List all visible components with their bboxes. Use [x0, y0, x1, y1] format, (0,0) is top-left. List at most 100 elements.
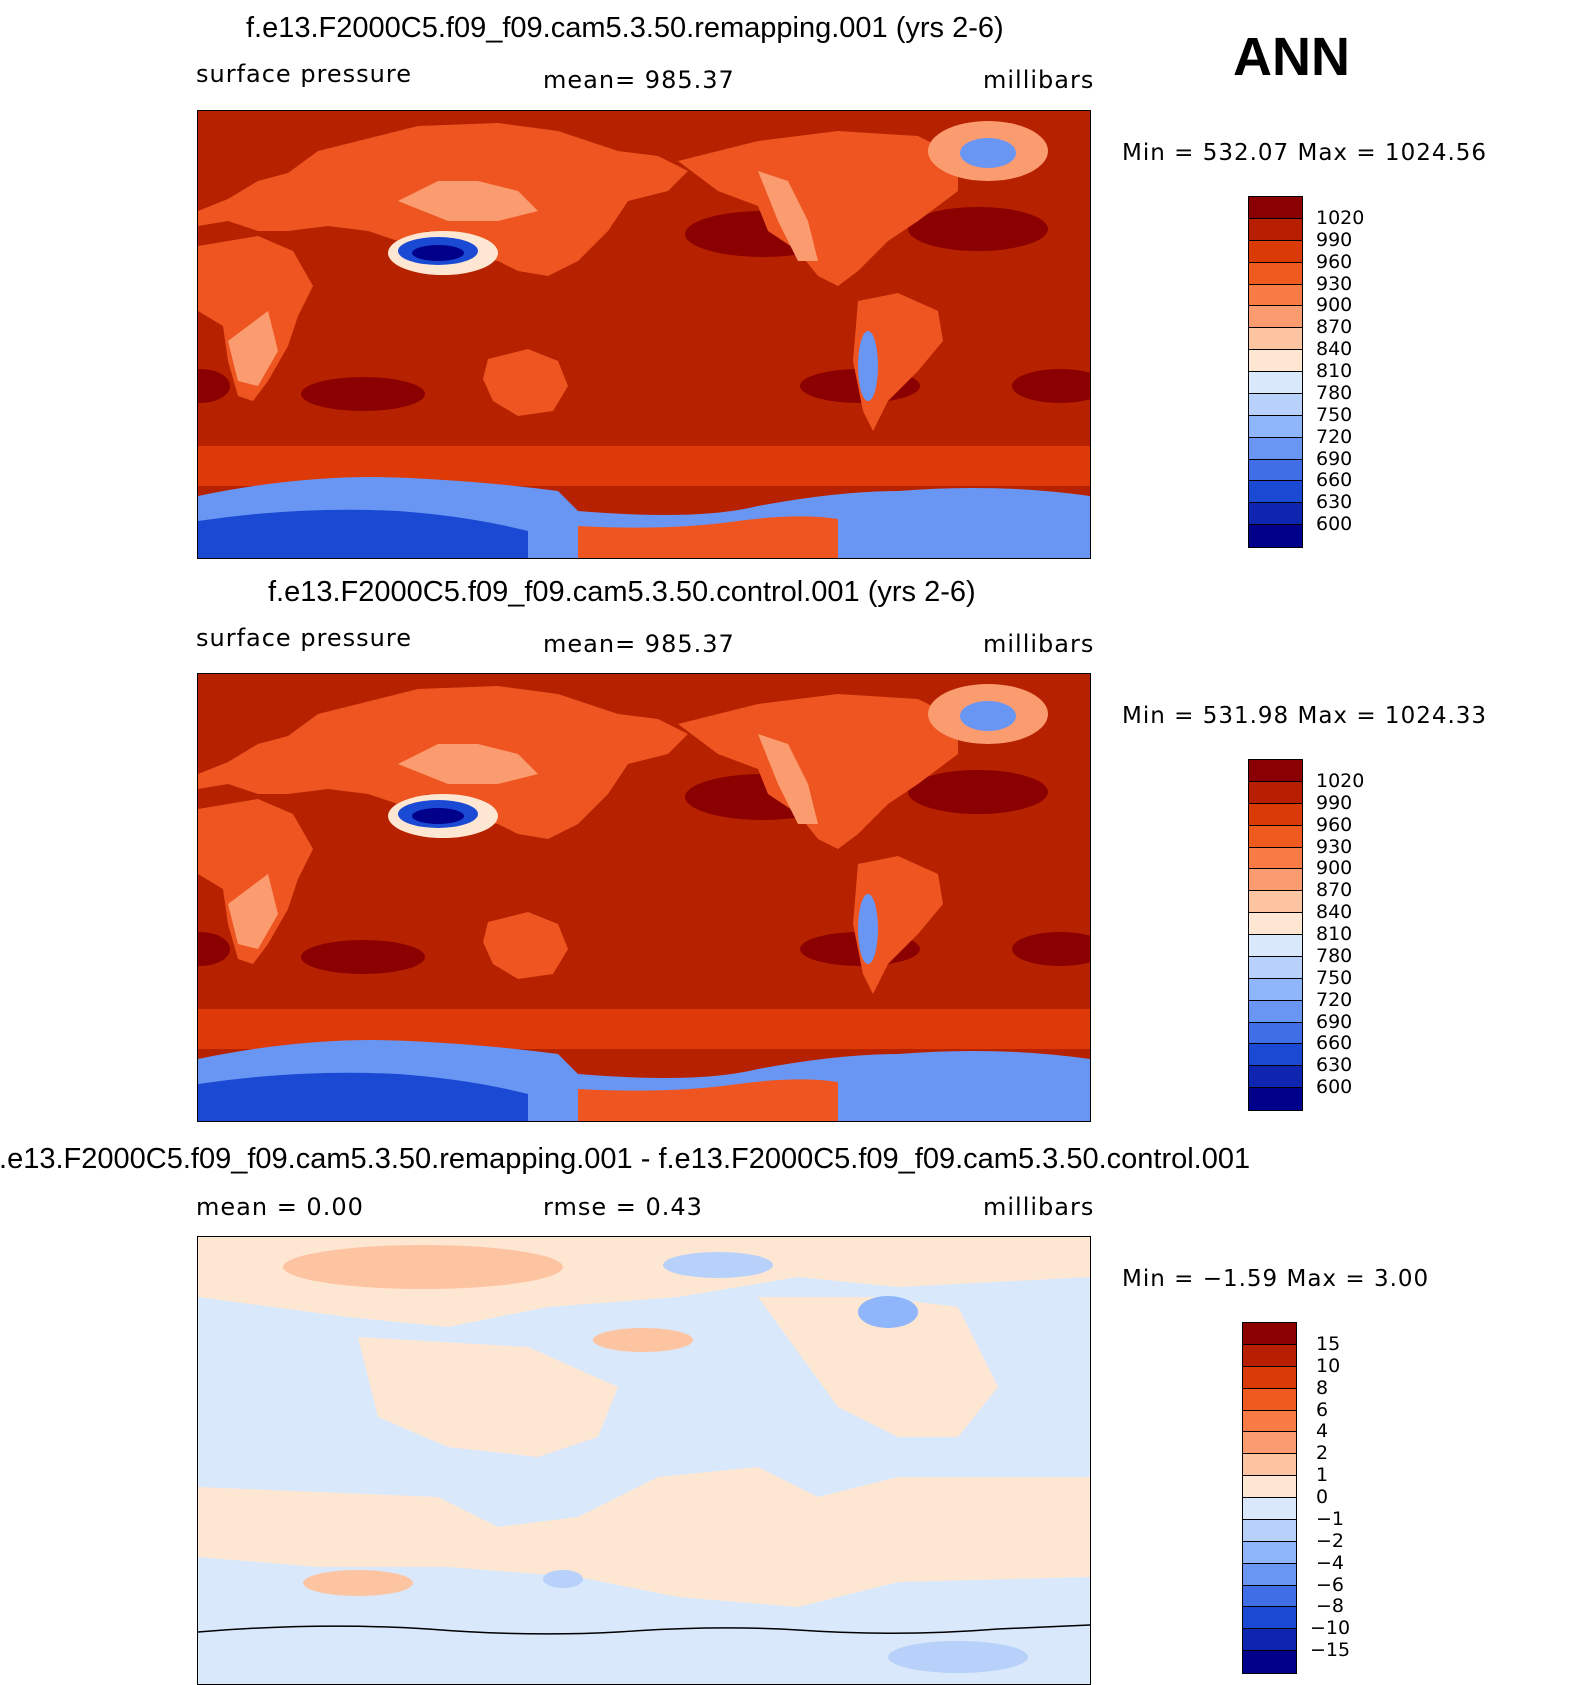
colorbar-swatch	[1249, 1088, 1302, 1110]
colorbar-tick-label: 930	[1316, 272, 1353, 295]
colorbar-tick-label: 960	[1316, 250, 1353, 273]
panel-1-map	[197, 110, 1091, 559]
colorbar-swatch	[1249, 803, 1302, 826]
positive-region-americas	[758, 1297, 998, 1437]
negative-center-tasman	[543, 1570, 583, 1588]
colorbar-tick-label: 990	[1316, 228, 1353, 251]
panel-2-units-label: millibars	[983, 630, 1095, 658]
colorbar-tick-label: 810	[1316, 923, 1353, 945]
colorbar-tick-label: 0	[1316, 1486, 1329, 1508]
panel-2-colorbar	[1248, 759, 1303, 1111]
colorbar-tick-label: 840	[1316, 338, 1353, 361]
colorbar-tick-label: 840	[1316, 901, 1353, 924]
north-atlantic-high	[908, 207, 1048, 251]
colorbar-tick-label: 600	[1316, 513, 1353, 536]
antarctica-land-east	[578, 516, 838, 558]
negative-center-arctic	[663, 1252, 773, 1278]
colorbar-tick-label: 780	[1316, 944, 1353, 967]
south-atlantic-high-west	[198, 369, 230, 403]
negative-center-antarctic	[888, 1641, 1028, 1673]
colorbar-tick-label: 1	[1316, 1464, 1329, 1487]
colorbar-swatch	[1249, 1044, 1302, 1067]
positive-center-south-indian	[303, 1570, 413, 1596]
colorbar-swatch	[1249, 459, 1302, 482]
colorbar-tick-label: 2	[1316, 1442, 1329, 1465]
colorbar-swatch	[1249, 913, 1302, 935]
colorbar-tick-label: −1	[1316, 1507, 1345, 1530]
colorbar-swatch	[1243, 1541, 1296, 1564]
colorbar-swatch	[1249, 781, 1302, 804]
colorbar-tick-label: 780	[1316, 381, 1353, 404]
colorbar-swatch	[1243, 1607, 1296, 1630]
colorbar-tick-label: 900	[1316, 857, 1353, 880]
positive-region-tropics	[198, 1467, 1090, 1607]
colorbar-swatch	[1243, 1344, 1296, 1367]
colorbar-swatch	[1243, 1454, 1296, 1477]
colorbar-tick-label: −2	[1316, 1529, 1345, 1552]
panel-2-minmax: Min = 531.98 Max = 1024.33	[1122, 703, 1488, 729]
positive-center-siberia	[283, 1245, 563, 1289]
antarctica-deep	[198, 509, 528, 558]
colorbar-swatch	[1249, 218, 1302, 241]
colorbar-tick-label: 960	[1316, 813, 1353, 836]
colorbar-swatch	[1249, 760, 1302, 782]
colorbar-swatch	[1249, 197, 1302, 219]
panel-1-map-svg	[198, 111, 1090, 558]
panel-2-map	[197, 673, 1091, 1122]
colorbar-tick-label: 930	[1316, 835, 1353, 858]
africa-light	[228, 311, 278, 386]
positive-region-asia	[358, 1337, 618, 1457]
antarctica-land-east	[578, 1079, 838, 1121]
colorbar-tick-label: 4	[1316, 1420, 1329, 1443]
colorbar-tick-label: 720	[1316, 425, 1353, 448]
colorbar-tick-label: 1020	[1316, 769, 1365, 792]
colorbar-swatch	[1243, 1629, 1296, 1652]
colorbar-swatch	[1249, 262, 1302, 285]
colorbar-tick-label: 15	[1316, 1332, 1341, 1355]
panel-2-map-svg	[198, 674, 1090, 1121]
panel-2-title: f.e13.F2000C5.f09_f09.cam5.3.50.control.…	[268, 576, 976, 608]
eurasia-light	[398, 744, 538, 784]
south-indian-high	[301, 940, 425, 974]
colorbar-swatch	[1249, 891, 1302, 914]
panel-3-minmax: Min = −1.59 Max = 3.00	[1122, 1266, 1430, 1292]
colorbar-swatch	[1249, 350, 1302, 372]
colorbar-tick-label: 990	[1316, 791, 1353, 814]
colorbar-swatch	[1243, 1432, 1296, 1455]
colorbar-swatch	[1249, 1022, 1302, 1045]
colorbar-tick-label: 810	[1316, 360, 1353, 382]
africa-land	[198, 236, 313, 401]
north-america-land	[678, 694, 958, 849]
north-america-land	[678, 131, 958, 286]
colorbar-swatch	[1243, 1476, 1296, 1498]
colorbar-tick-label: 8	[1316, 1376, 1329, 1399]
panel-1-units-label: millibars	[983, 66, 1095, 94]
colorbar-swatch	[1243, 1651, 1296, 1673]
south-atlantic-high-east	[1012, 369, 1090, 403]
colorbar-tick-label: −10	[1310, 1617, 1351, 1640]
andes-low	[858, 331, 878, 401]
panel-3-title: f.e13.F2000C5.f09_f09.cam5.3.50.remappin…	[0, 1143, 1251, 1175]
colorbar-swatch	[1249, 503, 1302, 526]
colorbar-swatch	[1249, 437, 1302, 460]
panel-2-mean-label: mean= 985.37	[543, 630, 735, 658]
colorbar-swatch	[1249, 1000, 1302, 1023]
panel-1-minmax: Min = 532.07 Max = 1024.56	[1122, 140, 1488, 166]
tibet-low-deep	[412, 808, 464, 824]
colorbar-swatch	[1243, 1563, 1296, 1586]
panel-3-map-svg	[198, 1237, 1090, 1684]
andes-low	[858, 894, 878, 964]
colorbar-swatch	[1249, 847, 1302, 870]
colorbar-tick-label: 10	[1316, 1354, 1341, 1377]
colorbar-tick-label: 660	[1316, 469, 1353, 492]
colorbar-tick-label: −8	[1316, 1595, 1345, 1618]
colorbar-tick-label: 750	[1316, 403, 1353, 426]
panel-2-variable-label: surface pressure	[196, 624, 412, 652]
eurasia-light	[398, 181, 538, 221]
panel-2-colorbar-cells	[1249, 760, 1302, 1110]
colorbar-tick-label: 660	[1316, 1032, 1353, 1055]
colorbar-tick-label: 900	[1316, 294, 1353, 317]
panel-3-mean-label: mean = 0.00	[196, 1193, 364, 1221]
colorbar-swatch	[1243, 1388, 1296, 1411]
negative-center-labrador	[858, 1296, 918, 1328]
